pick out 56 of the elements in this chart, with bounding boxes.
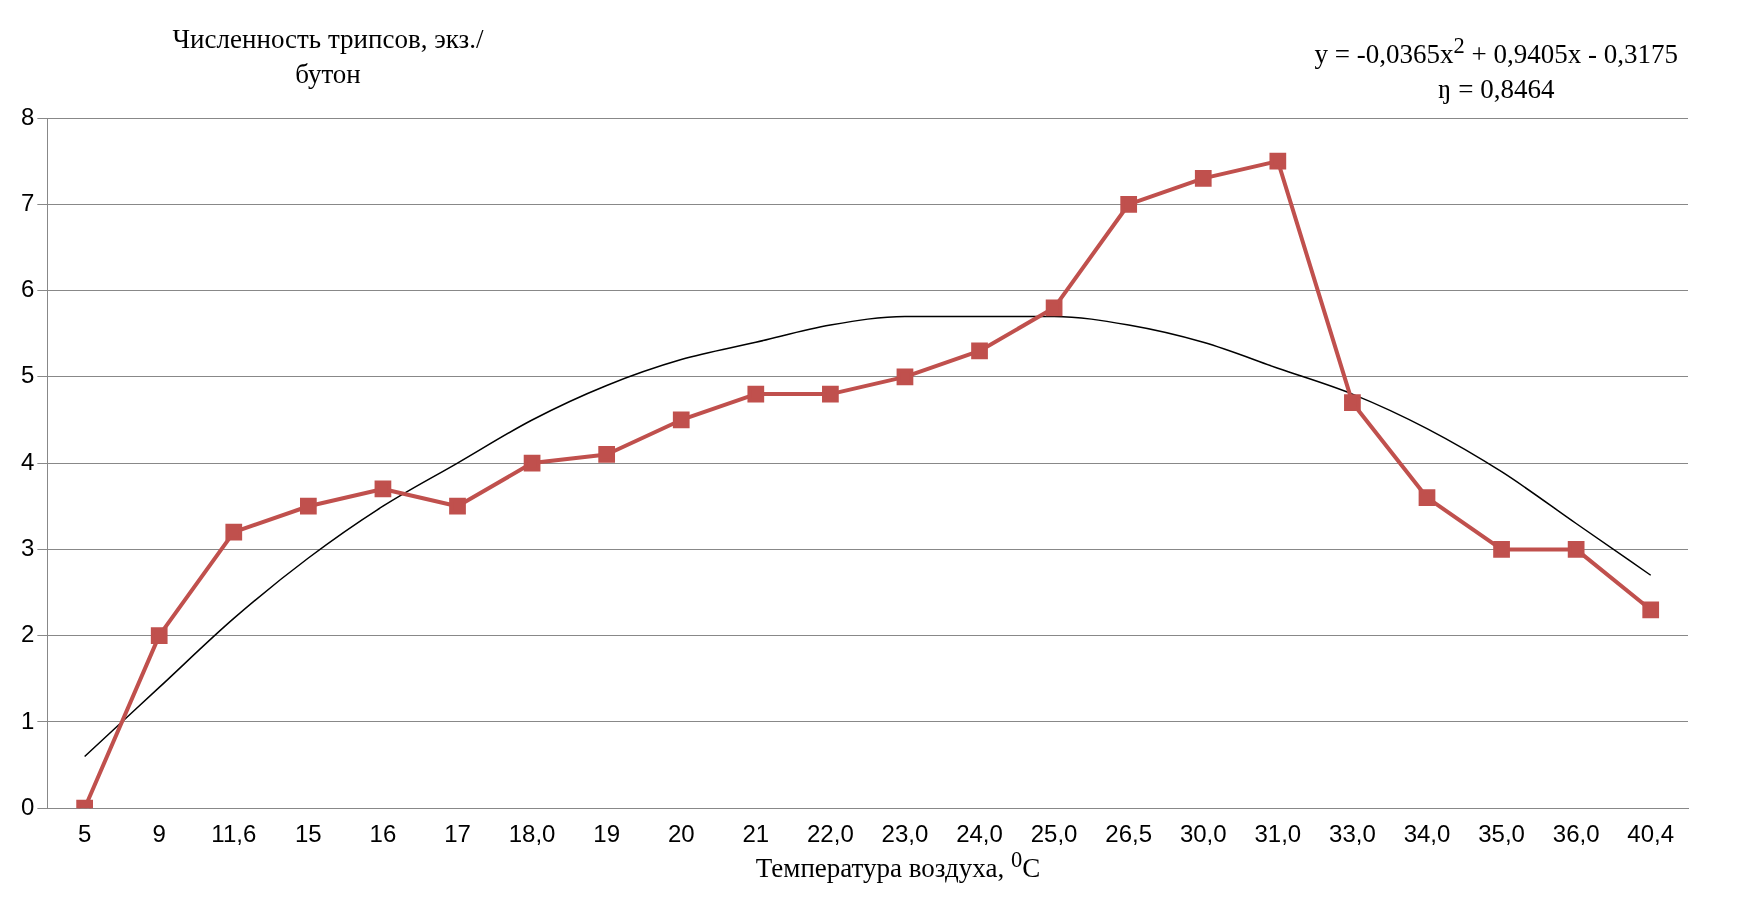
y-tick-label: 6 — [20, 275, 35, 303]
y-tick-label: 5 — [20, 361, 35, 389]
point — [896, 368, 914, 386]
y-axis-title: Численность трипсов, экз./бутон — [171, 23, 485, 91]
text: y = -0,0365x$^{2}$ + 0,9405x - 0,3175 — [1314, 32, 1678, 71]
x-tick-label: 30,0 — [1179, 820, 1227, 848]
point — [1269, 152, 1287, 170]
x-tick-label: 11,6 — [211, 820, 257, 848]
x-tick-label: 21 — [742, 820, 770, 848]
point — [523, 454, 541, 472]
y-tick-label: 0 — [20, 792, 35, 820]
x-tick-label: 33,0 — [1329, 820, 1376, 848]
point — [1194, 170, 1212, 187]
x-tick-label: 35,0 — [1478, 820, 1525, 848]
x-tick-label: 20 — [667, 820, 695, 848]
point — [1418, 489, 1436, 506]
y-tick-label: 3 — [20, 534, 35, 561]
point — [300, 497, 317, 515]
x-tick-label: 5 — [77, 820, 92, 848]
point — [225, 523, 243, 541]
point — [747, 385, 765, 403]
point — [449, 497, 466, 515]
x-tick-label: 25,0 — [1030, 820, 1078, 848]
point — [1567, 541, 1585, 558]
x-tick-label: 22,0 — [807, 820, 854, 848]
x-tick-label: 23,0 — [881, 820, 929, 848]
x-tick-label: 16 — [369, 820, 397, 848]
point — [1493, 541, 1510, 558]
point — [598, 446, 616, 463]
point — [672, 411, 690, 429]
x-tick-label: 19 — [593, 820, 621, 848]
x-tick-label: 15 — [295, 820, 322, 848]
x-axis-title: Температура воздуха, $^{0}$C — [754, 847, 1042, 884]
y-tick-label: 7 — [20, 188, 35, 216]
x-tick-label: 34,0 — [1403, 820, 1451, 848]
x-tick-label: 9 — [152, 820, 166, 848]
x-tick-label: 26,5 — [1105, 820, 1153, 848]
point — [1045, 299, 1063, 317]
point — [374, 480, 392, 498]
point — [1120, 195, 1138, 213]
x-tick-label: 24,0 — [956, 820, 1003, 848]
point — [150, 627, 168, 645]
x-tick-label: 40,4 — [1627, 820, 1675, 848]
x-tick-label: 36,0 — [1552, 820, 1600, 848]
y-tick-label: 1 — [20, 706, 35, 734]
x-tick-label: 17 — [444, 820, 471, 848]
point — [1344, 394, 1361, 412]
point — [1642, 601, 1660, 619]
y-tick-label: 4 — [20, 447, 35, 475]
text: ŋ = 0,8464 — [1437, 73, 1556, 106]
x-tick-label: 31,0 — [1254, 820, 1302, 848]
x-tick-label: 18,0 — [508, 820, 556, 848]
y-tick-label: 2 — [20, 620, 35, 648]
point — [822, 385, 839, 403]
y-tick-label: 8 — [20, 102, 35, 130]
point — [971, 342, 988, 360]
